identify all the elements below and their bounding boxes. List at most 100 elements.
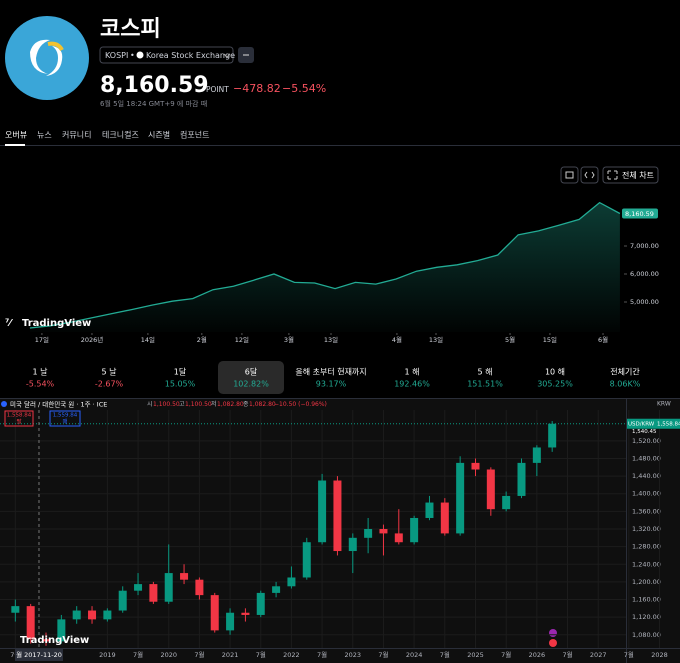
price-unit: POINT	[206, 85, 229, 94]
exchange-pill[interactable]	[99, 46, 234, 64]
screenshot-button[interactable]	[560, 166, 579, 184]
last-price-label: 1,558.84	[657, 422, 680, 428]
period-label[interactable]: 1달	[174, 368, 187, 377]
area-fill	[29, 202, 620, 332]
code-icon	[584, 171, 595, 179]
x-tick-label: 12일	[235, 335, 249, 344]
exchange-name: Korea Stock Exchange	[146, 51, 235, 60]
price-change: −478.82	[233, 82, 281, 95]
candle-body	[88, 610, 97, 620]
crosshair-tag	[14, 649, 63, 661]
sell-button[interactable]	[4, 410, 34, 427]
candle-body	[302, 542, 311, 578]
ohlc-legend: 1,082.80	[217, 401, 244, 408]
tab[interactable]: 컴포넌트	[180, 131, 209, 140]
candle-body	[502, 495, 511, 510]
candle-body	[11, 606, 20, 613]
candle-body	[26, 606, 35, 640]
y-tick-label: 1,320.00	[632, 525, 661, 533]
period-label[interactable]: 10 해	[545, 367, 565, 377]
x-tick-label: 2024	[406, 651, 423, 659]
y-tick-label: 1,480.00	[632, 454, 661, 462]
market-status: 6월 5일 18:24 GMT+9 에 마감 때	[100, 99, 207, 108]
x-tick-label: 7월	[133, 650, 143, 659]
tab[interactable]: 커뮤니티	[62, 130, 91, 140]
candle-body	[394, 533, 403, 543]
candle-body	[318, 480, 327, 543]
x-tick-label: 7월	[624, 650, 634, 659]
x-tick-label: 17일	[35, 335, 49, 344]
crosshair-label: 월 2017-11-20	[16, 650, 62, 659]
x-tick-label: 4월	[392, 335, 402, 344]
x-tick-label: 13일	[429, 335, 443, 344]
period-label[interactable]: 올해 초부터 현재까지	[295, 367, 366, 377]
watermark: TradingView	[22, 318, 91, 329]
title: 코스피	[100, 17, 161, 42]
x-tick-label: 2022	[283, 651, 300, 659]
period-label[interactable]: 1 날	[33, 367, 49, 377]
period-return: 305.25%	[537, 380, 573, 389]
x-tick-label: 2021	[222, 651, 239, 659]
price-change-percent: −5.54%	[282, 82, 326, 95]
period-return: 15.05%	[165, 380, 196, 389]
candle-body	[379, 529, 388, 534]
candle-body	[517, 462, 526, 496]
tab[interactable]: 뉴스	[37, 131, 52, 140]
x-tick-label: 7월	[501, 650, 511, 659]
period-selected[interactable]	[218, 361, 284, 394]
x-tick-label: 2026	[529, 651, 546, 659]
price-label: 1,540.45	[632, 429, 657, 435]
period-return: 192.46%	[394, 380, 430, 389]
last-price-label: 8,160.59	[625, 210, 654, 218]
y-tick-label: 1,240.00	[632, 560, 661, 568]
x-tick-label: 2027	[590, 651, 607, 659]
tab[interactable]: 오버뷰	[5, 130, 27, 140]
event-icon	[549, 629, 557, 637]
candle-body	[57, 619, 66, 642]
period-label[interactable]: 6달	[245, 368, 258, 377]
y-tick-label: 1,520.00	[632, 437, 661, 445]
y-tick-label: 1,280.00	[632, 543, 661, 551]
watermark: TradingView	[20, 635, 89, 646]
candle-body	[103, 610, 112, 620]
x-tick-label: 6월	[598, 335, 608, 344]
separator: •	[130, 51, 135, 60]
y-tick-label: 1,440.00	[632, 472, 661, 480]
chart-title: 미국 달러 / 대한민국 원 · 1주 · ICE	[10, 400, 107, 409]
x-tick-label: 7월	[440, 650, 450, 659]
y-tick-label: 1,080.00	[632, 631, 661, 639]
period-label[interactable]: 1 해	[405, 367, 420, 377]
buy-label: 매	[62, 418, 67, 426]
x-tick-label: 2025	[467, 651, 484, 659]
candle-body	[195, 579, 204, 596]
candle-body	[118, 590, 127, 611]
tab[interactable]: 시즌별	[148, 130, 170, 140]
expand-icon	[607, 170, 618, 180]
x-tick-label: 13일	[324, 335, 338, 344]
x-tick-label: 2월	[197, 335, 207, 344]
period-label[interactable]: 전체기간	[610, 367, 640, 377]
logo-mark	[46, 46, 63, 76]
embed-button[interactable]	[580, 166, 599, 184]
full-chart-button[interactable]	[602, 166, 659, 184]
ohlc-legend: 1,100.50	[185, 401, 212, 408]
candle-body	[241, 612, 250, 615]
period-label[interactable]: 5 날	[102, 367, 118, 377]
exchange-icon	[136, 51, 144, 59]
period-label[interactable]: 5 해	[478, 367, 493, 377]
price-line	[29, 201, 621, 329]
candle-body	[440, 502, 449, 534]
ohlc-legend: 종	[243, 401, 249, 408]
candle-body	[456, 462, 465, 534]
period-return: 8.06K%	[610, 380, 641, 389]
buy-button[interactable]	[49, 410, 81, 427]
candle-body	[226, 612, 235, 631]
tab[interactable]: 테크니컬즈	[102, 130, 139, 140]
x-tick-label: 3월	[284, 335, 294, 344]
dropdown-arrow	[223, 53, 231, 58]
candle-body	[364, 529, 373, 538]
symbol-tag	[627, 418, 656, 429]
x-tick-label: 7월	[256, 650, 266, 659]
ohlc-legend: 1,082.80	[249, 401, 276, 408]
